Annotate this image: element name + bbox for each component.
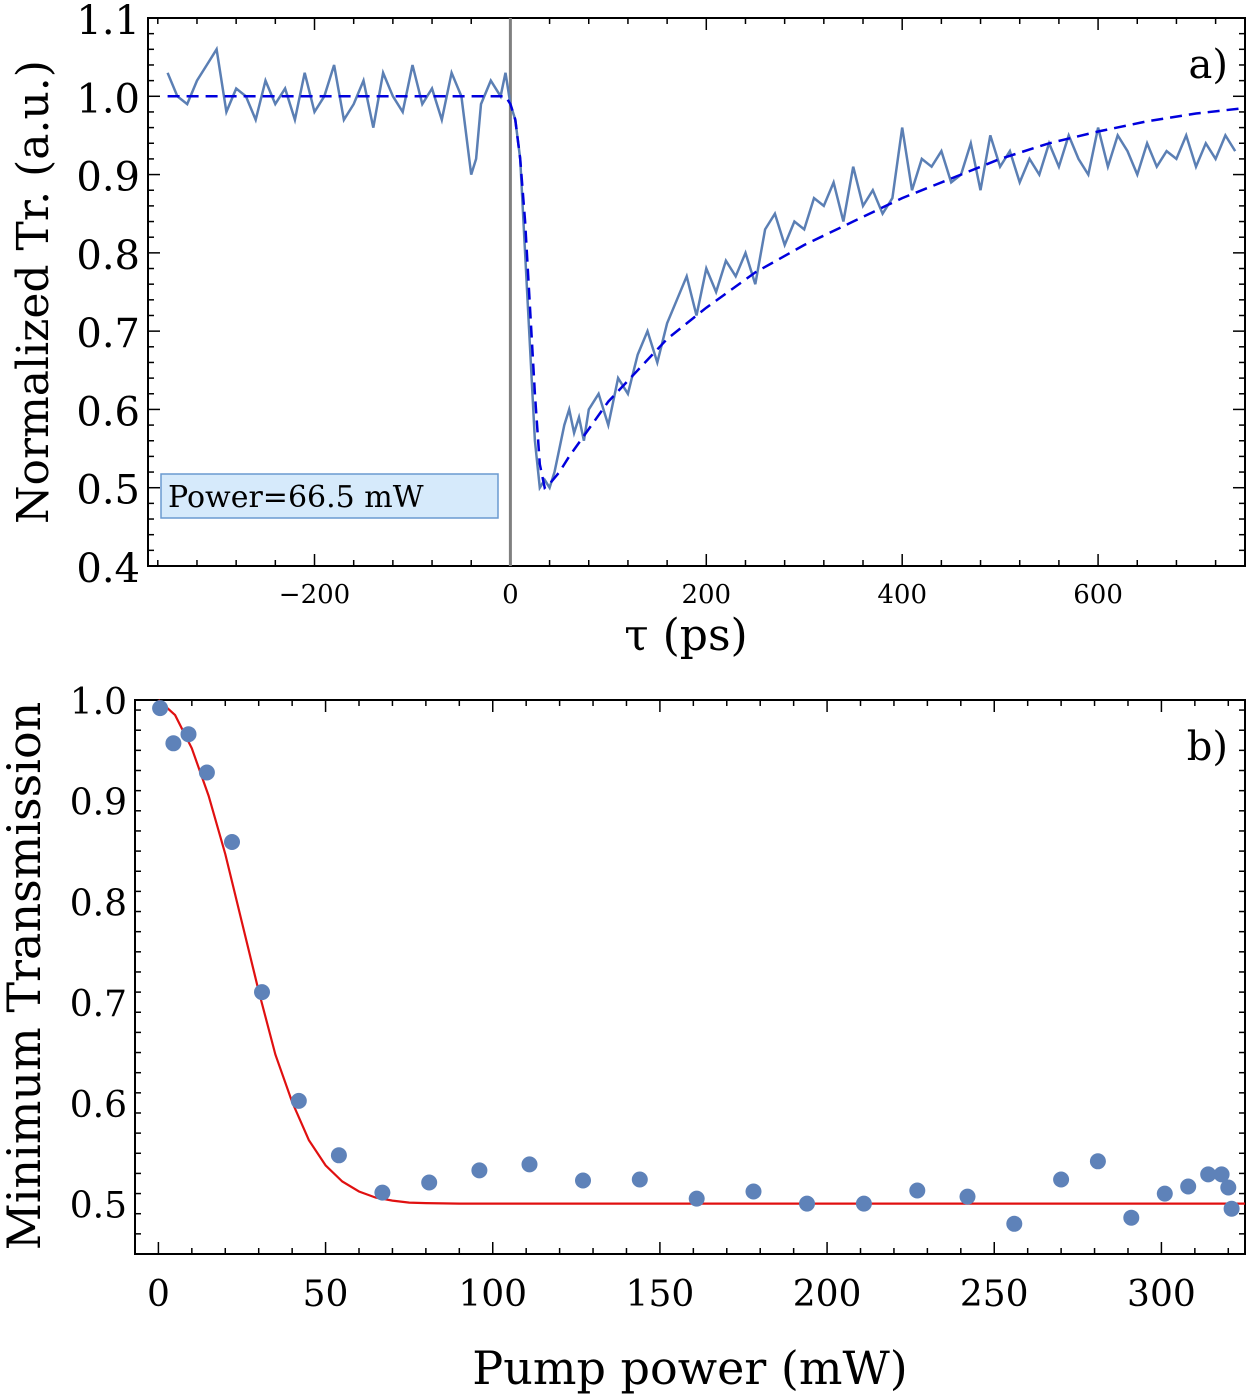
panel-b-tag: b)	[1187, 724, 1228, 770]
panel-b-data-point	[198, 764, 215, 781]
panel-a-x-tick-label: −200	[279, 580, 350, 610]
panel-b-x-tick-label: 200	[793, 1274, 862, 1315]
panel-b-y-tick-label: 1.0	[70, 682, 127, 723]
panel-a-x-tick-label: 600	[1073, 580, 1123, 610]
power-annotation-text: Power=66.5 mW	[168, 480, 424, 515]
panel-b-data-point	[799, 1195, 815, 1212]
panel-a-x-tick-label: 0	[502, 580, 519, 610]
panel-b-data-point	[165, 735, 182, 752]
panel-b-y-tick-label: 0.5	[70, 1186, 127, 1227]
panel-b-x-axis-title: Pump power (mW)	[472, 1341, 907, 1395]
panel-a-x-axis-title: τ (ps)	[624, 610, 747, 661]
panel-b-data-point	[688, 1190, 705, 1207]
panel-b-y-tick-label: 0.6	[70, 1085, 127, 1126]
panel-b-ticks	[135, 700, 1245, 1255]
panel-b-plot-frame	[134, 699, 1246, 1255]
panel-a-y-tick-label: 0.7	[76, 311, 140, 357]
panel-a-y-tick-label: 0.8	[76, 233, 140, 279]
panel-b-data-point	[1200, 1166, 1217, 1183]
panel-a-x-tick-label: 400	[877, 580, 927, 610]
panel-b-x-tick-label: 250	[960, 1274, 1029, 1315]
panel-a-y-tick-label: 0.6	[76, 389, 140, 435]
panel-a-y-tick-label: 0.9	[76, 155, 140, 201]
panel-b-data-point	[290, 1092, 307, 1109]
panel-b-y-tick-label: 0.9	[70, 783, 127, 824]
panel-b-x-tick-label: 50	[303, 1274, 349, 1315]
panel-a-data-line	[166, 45, 1237, 492]
panel-b-y-axis-title: Minimum Transmission	[0, 702, 51, 1251]
panel-b-data-point	[1213, 1166, 1230, 1183]
panel-b-data-point	[959, 1188, 976, 1205]
panel-b-x-tick-labels: 0 50 100 150 200 250 300	[147, 1274, 1196, 1315]
panel-b-data-point	[1053, 1171, 1070, 1188]
panel-a-series	[166, 45, 1246, 492]
panel-b-x-tick-label: 300	[1127, 1274, 1196, 1315]
panel-b-fit-line	[157, 699, 1245, 1205]
panel-b-data-point	[1220, 1179, 1237, 1196]
panel-b-series	[152, 699, 1245, 1232]
panel-b-y-tick-labels: 0.5 0.6 0.7 0.8 0.9 1.0	[70, 682, 127, 1227]
panel-b-data-point	[631, 1171, 648, 1188]
panel-a-plot-frame	[147, 17, 1246, 567]
panel-a-y-tick-label: 0.5	[76, 468, 140, 514]
panel-b-x-tick-label: 150	[626, 1274, 695, 1315]
panel-b-data-point	[1123, 1209, 1140, 1226]
panel-b-data-point	[1180, 1178, 1197, 1195]
panel-b-data-point	[521, 1156, 538, 1173]
panel-a-y-tick-label: 1.0	[76, 76, 140, 122]
panel-b-data-point	[1006, 1215, 1023, 1232]
panel-b-data-point	[152, 700, 169, 717]
panel-b-x-tick-label: 0	[147, 1274, 170, 1315]
panel-a-tag: a)	[1189, 42, 1228, 88]
panel-b-data-point	[421, 1174, 438, 1191]
panel-b-data-point	[855, 1195, 872, 1212]
panel-b-data-point	[374, 1184, 391, 1201]
panel-a-y-tick-labels: 0.4 0.5 0.6 0.7 0.8 0.9 1.0 1.1	[76, 0, 140, 592]
panel-a: 0.40.50.60.70.80.91.01.1 −200 0 200 400 600 …	[8, 0, 1246, 661]
panel-a-y-axis-title: Normalized Tr. (a.u.)	[8, 60, 59, 524]
panel-b: 0.5 0.6 0.7 0.8 0.9 1.0 0 50 100 150 200 250 300 b)…	[0, 682, 1246, 1395]
panel-b-data-point	[224, 834, 240, 850]
panel-b-data-point	[471, 1162, 488, 1179]
panel-a-x-tick-labels: −200 0 200 400 600	[279, 580, 1123, 610]
panel-b-data-point	[1156, 1185, 1173, 1202]
panel-b-data-point	[180, 726, 197, 743]
panel-a-fit-dashed-line	[167, 95, 1246, 490]
panel-b-y-tick-label: 0.8	[70, 883, 127, 924]
panel-b-data-point	[254, 984, 270, 1001]
panel-a-ticks	[148, 17, 1245, 567]
panel-a-y-tick-label: 1.1	[76, 0, 140, 44]
panel-a-x-tick-label: 200	[681, 580, 731, 610]
panel-b-data-point	[1089, 1153, 1106, 1170]
panel-a-y-tick-label: 0.4	[76, 546, 140, 592]
panel-b-data-point	[575, 1172, 591, 1189]
panel-b-y-tick-label: 0.7	[70, 984, 127, 1025]
panel-b-x-tick-label: 100	[458, 1274, 527, 1315]
panel-b-data-point	[1223, 1200, 1240, 1217]
power-annotation-box	[160, 473, 499, 519]
panel-b-data-point	[909, 1182, 926, 1199]
panel-b-data-point	[745, 1183, 762, 1200]
panel-b-data-point	[330, 1147, 347, 1164]
